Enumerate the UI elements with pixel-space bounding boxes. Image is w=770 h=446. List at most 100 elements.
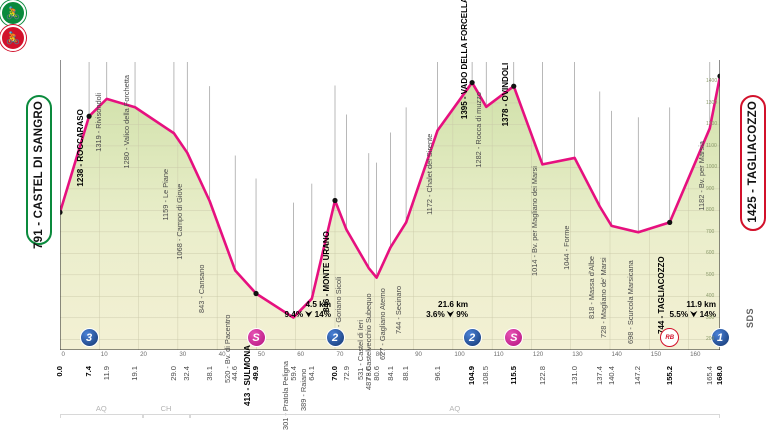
- profile-point-marker: [60, 209, 63, 215]
- distance-tick-label: 137.4: [594, 366, 604, 386]
- province-code-label: CH: [160, 404, 172, 413]
- gpm-category-2-badge[interactable]: 2: [462, 328, 482, 347]
- km-axis-tick: 90: [415, 351, 422, 358]
- km-axis-tick: 0: [61, 351, 65, 358]
- red-bull-glyph: RB: [665, 334, 675, 341]
- km-axis-tick: 20: [140, 351, 147, 358]
- distance-tick-label: 19.1: [130, 366, 140, 381]
- province-code-label: AQ: [95, 404, 107, 413]
- distance-tick-label: 64.1: [307, 366, 317, 381]
- profile-line: [60, 74, 720, 319]
- km-axis-tick: 10: [100, 351, 108, 358]
- climb-stats-box: 21.6 km 3.6% ⮟ 9%: [410, 300, 468, 320]
- profile-point-label: 413 - SULMONA: [243, 344, 253, 406]
- profile-point-label: 711 - Goriano Sicoli: [333, 277, 343, 342]
- profile-point-marker: [253, 290, 259, 297]
- distance-tick-label: 59.4: [288, 366, 298, 381]
- distance-tick-label: 72.9: [341, 366, 351, 381]
- elevation-axis-tick: 1100: [706, 142, 717, 149]
- finish-location-label: 1425 - TAGLIACOZZO: [747, 101, 759, 223]
- profile-point-label: 627 - Gagliano Aterno: [377, 287, 387, 360]
- distance-tick-label: 29.0: [169, 366, 179, 381]
- province-extent-bar: [142, 414, 190, 418]
- bike-glyph: 🚴: [5, 31, 21, 45]
- distance-tick-label: 131.0: [569, 366, 579, 386]
- elevation-plot: [60, 60, 720, 350]
- province-code-label: AQ: [449, 404, 461, 413]
- red-bull-km-badge[interactable]: RB: [660, 328, 680, 347]
- profile-point-label: 1014 - Bv. per Magliano dei Marsi: [529, 166, 539, 277]
- distance-tick-label: 168.0: [715, 366, 725, 386]
- profile-point-label: 728 - Magliano de' Marsi: [598, 257, 608, 338]
- distance-tick-label: 108.5: [481, 366, 491, 386]
- climb-gradient: 3.6% ⮟ 9%: [426, 310, 469, 319]
- km-axis-tick: 50: [257, 351, 265, 358]
- elevation-axis-tick: 900: [706, 185, 715, 192]
- km-axis-tick: 120: [532, 351, 544, 358]
- climb-length: 21.6 km: [438, 300, 469, 309]
- distance-tick-label: 44.6: [230, 366, 240, 381]
- distance-tick-label: 88.1: [401, 366, 411, 381]
- brand-watermark: SDS: [745, 308, 755, 329]
- km-axis-tick: 40: [218, 351, 226, 358]
- sprint-badge-sulmona[interactable]: S: [246, 328, 266, 347]
- profile-point-label: 698 - Scurcola Marsicana: [625, 260, 635, 345]
- climb-length: 11.9 km: [686, 300, 716, 309]
- gpm-category-3-badge[interactable]: 3: [79, 328, 99, 347]
- profile-point-label: 1172 - Chalet del Sirente: [424, 133, 434, 215]
- gpm-category-1-badge[interactable]: 1: [710, 328, 730, 347]
- sprint-badge-ovindoli[interactable]: S: [504, 328, 524, 347]
- km-axis-tick: 160: [690, 351, 701, 358]
- profile-point-label: 843 - Cansano: [197, 264, 207, 314]
- finish-location-plate: 1425 - TAGLIACOZZO: [740, 95, 766, 231]
- finish-bike-icon: 🚴: [0, 25, 26, 51]
- start-bike-icon: 🚴: [0, 0, 26, 26]
- km-axis-tick: 130: [572, 351, 583, 358]
- distance-tick-label: 104.9: [467, 366, 477, 386]
- bike-glyph: 🚴: [5, 6, 21, 20]
- climb-gradient: 9.4% ⮟ 14%: [284, 310, 331, 319]
- profile-point-marker: [511, 83, 517, 89]
- start-location-label: 791 - CASTEL DI SANGRO: [33, 101, 45, 249]
- profile-point-label: 1238 - ROCCARASO: [76, 109, 86, 187]
- elevation-axis-tick: 600: [706, 250, 715, 257]
- elevation-axis-tick: 800: [706, 207, 715, 214]
- km-axis-tick: 150: [650, 351, 662, 358]
- elevation-axis-tick: 500: [706, 271, 715, 278]
- distance-tick-label: 115.5: [508, 366, 518, 385]
- point-leader-lines: [60, 62, 720, 318]
- distance-tick-label: 11.9: [101, 366, 111, 381]
- elevation-axis-tick: 1000: [706, 164, 718, 171]
- km-axis-tick: 80: [375, 351, 383, 358]
- profile-point-marker: [86, 113, 92, 119]
- distance-tick-label: 165.4: [704, 366, 714, 386]
- elevation-axis-tick: 1200: [706, 121, 718, 128]
- distance-tick-label: 84.1: [385, 366, 395, 381]
- elevation-axis-tick: 1300: [706, 99, 718, 106]
- distance-tick-label: 70.0: [330, 366, 340, 381]
- profile-point-label: 1395 - VADO DELLA FORCELLA: [459, 0, 469, 120]
- distance-tick-label: 49.9: [251, 366, 261, 381]
- climb-stats-box: 11.9 km 5.5% ⮟ 14%: [658, 300, 716, 320]
- profile-point-label: 1044 - Forme: [562, 225, 572, 270]
- profile-point-label: 1068 - Campo di Giove: [174, 183, 184, 260]
- profile-point-label: 1280 - Valico della Forchetta: [122, 74, 132, 169]
- profile-point-marker: [469, 79, 475, 86]
- km-axis-tick: 70: [336, 351, 344, 358]
- elevation-axis-tick: 700: [706, 228, 715, 235]
- profile-point-label: 1319 - Rivisondoli: [94, 93, 104, 152]
- profile-point-label: 818 - Massa d'Albe: [587, 255, 597, 319]
- distance-tick-label: 122.8: [537, 366, 547, 386]
- distance-tick-label: 7.4: [84, 366, 94, 377]
- profile-point-label: 1182 - Bv. per Marsia: [697, 141, 707, 211]
- climb-stats-box: 4.5 km 9.4% ⮟ 14%: [273, 300, 331, 320]
- start-location-plate: 791 - CASTEL DI SANGRO: [26, 95, 52, 249]
- distance-tick-label: 96.1: [432, 366, 442, 381]
- km-axis-tick: 30: [179, 351, 187, 358]
- gpm-category-2-badge[interactable]: 2: [325, 328, 345, 347]
- elevation-axis-tick: 200: [706, 336, 715, 343]
- profile-point-marker: [667, 219, 673, 225]
- distance-tick-label: 38.1: [204, 366, 214, 381]
- km-axis-tick: 140: [611, 351, 622, 358]
